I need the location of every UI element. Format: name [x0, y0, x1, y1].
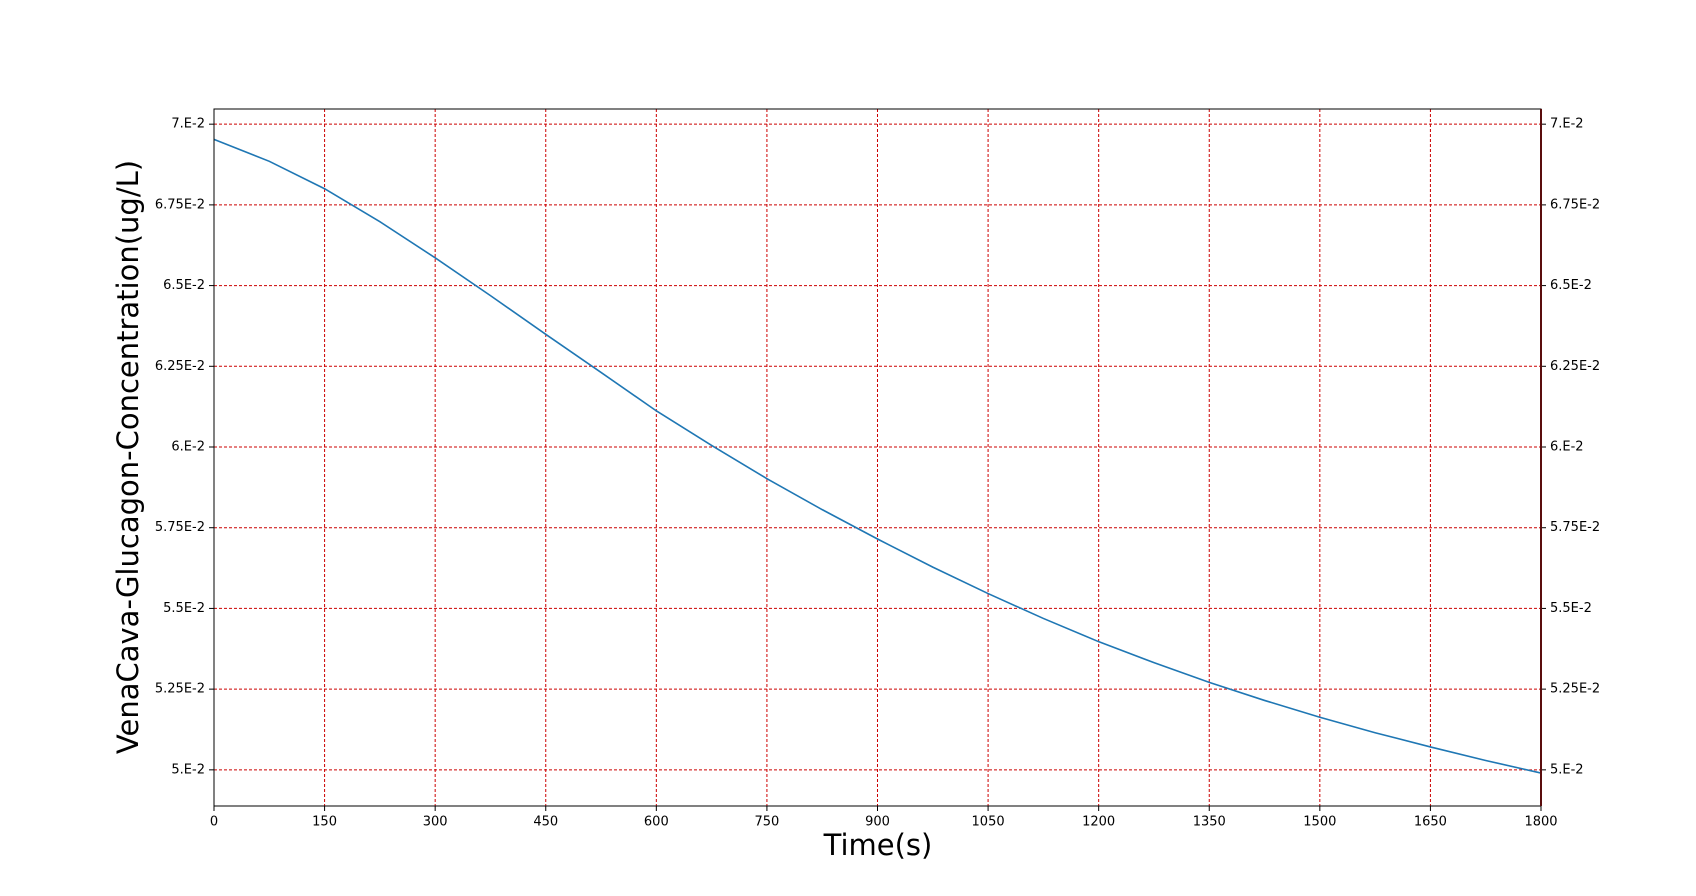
y-tick-label: 5.75E-2	[155, 520, 205, 535]
x-tick-label: 450	[533, 815, 558, 830]
x-tick-label: 150	[312, 815, 337, 830]
y-tick-label: 5.5E-2	[163, 601, 205, 616]
y2-tick-label: 5.E-2	[1550, 762, 1584, 777]
y-tick-label: 7.E-2	[171, 117, 205, 132]
x-tick-label: 1200	[1082, 815, 1115, 830]
y-tick-label: 6.E-2	[171, 440, 205, 455]
y2-tick-label: 5.75E-2	[1550, 520, 1600, 535]
y2-tick-label: 5.25E-2	[1550, 682, 1600, 697]
x-axis-label: Time(s)	[823, 828, 933, 862]
x-tick-label: 0	[210, 815, 218, 830]
y-tick-label: 5.25E-2	[155, 682, 205, 697]
y-tick-label: 6.5E-2	[163, 278, 205, 293]
x-tick-label: 1800	[1524, 815, 1557, 830]
y-tick-label: 5.E-2	[171, 762, 205, 777]
y2-tick-label: 6.25E-2	[1550, 359, 1600, 374]
x-tick-label: 300	[423, 815, 448, 830]
x-tick-label: 900	[865, 815, 890, 830]
x-tick-label: 1500	[1303, 815, 1336, 830]
y2-tick-label: 6.E-2	[1550, 440, 1584, 455]
x-tick-label: 1050	[972, 815, 1005, 830]
y2-tick-label: 7.E-2	[1550, 117, 1584, 132]
x-tick-label: 750	[755, 815, 780, 830]
x-tick-label: 1350	[1193, 815, 1226, 830]
data-line	[213, 138, 1542, 774]
y-axis-label: VenaCava-Glucagon-Concentration(ug/L)	[111, 160, 145, 754]
y2-tick-label: 5.5E-2	[1550, 601, 1592, 616]
y2-tick-label: 6.5E-2	[1550, 278, 1592, 293]
y2-tick-label: 6.75E-2	[1550, 197, 1600, 212]
y-tick-label: 6.25E-2	[155, 359, 205, 374]
x-tick-label: 600	[644, 815, 669, 830]
y-tick-label: 6.75E-2	[155, 197, 205, 212]
x-tick-label: 1650	[1414, 815, 1447, 830]
